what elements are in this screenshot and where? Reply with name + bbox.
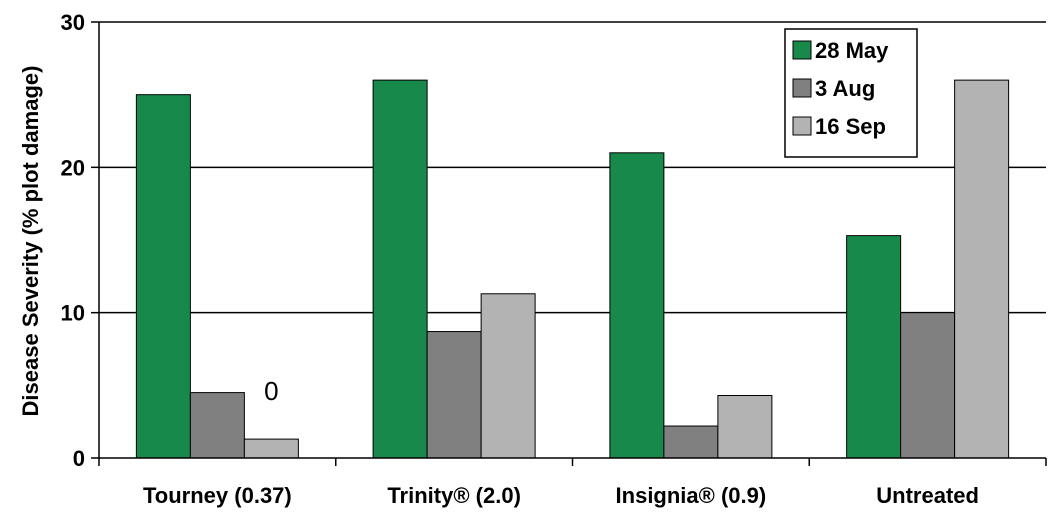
bar-2-0 — [609, 152, 665, 459]
bar-3-1 — [900, 312, 956, 459]
legend: 28 May 3 Aug 16 Sep — [784, 28, 918, 158]
legend-label-0: 28 May — [815, 38, 889, 63]
y-tick-label-20: 20 — [61, 155, 85, 180]
bar-0-2 — [243, 438, 299, 459]
annotations: 0 — [264, 376, 278, 406]
y-tick-label-10: 10 — [61, 301, 85, 326]
category-label-3: Untreated — [876, 483, 979, 508]
bar-3-2 — [954, 79, 1010, 459]
bar-3-0 — [846, 235, 902, 459]
bar-0-0 — [135, 94, 191, 459]
y-tick-label-30: 30 — [61, 10, 85, 35]
y-tick-labels: 0 10 20 30 — [61, 10, 85, 471]
bar-1-0 — [372, 79, 428, 459]
category-label-0: Tourney (0.37) — [143, 483, 292, 508]
bars — [135, 79, 1010, 459]
category-label-2: Insignia® (0.9) — [616, 483, 767, 508]
bar-1-2 — [480, 293, 536, 459]
legend-label-2: 16 Sep — [815, 114, 886, 139]
axes — [91, 21, 1047, 466]
bar-1-1 — [426, 331, 482, 459]
bar-2-2 — [717, 395, 773, 459]
legend-swatch-2 — [792, 116, 812, 136]
category-label-1: Trinity® (2.0) — [387, 483, 521, 508]
bar-2-1 — [663, 425, 719, 459]
bar-0-1 — [189, 392, 245, 459]
legend-swatch-1 — [792, 78, 812, 98]
y-tick-label-0: 0 — [73, 446, 85, 471]
y-axis-label: Disease Severity (% plot damage) — [18, 66, 43, 417]
category-labels: Tourney (0.37) Trinity® (2.0) Insignia® (0… — [143, 483, 979, 508]
annotation-0: 0 — [264, 376, 278, 406]
legend-label-1: 3 Aug — [815, 76, 875, 101]
legend-swatch-0 — [792, 40, 812, 60]
